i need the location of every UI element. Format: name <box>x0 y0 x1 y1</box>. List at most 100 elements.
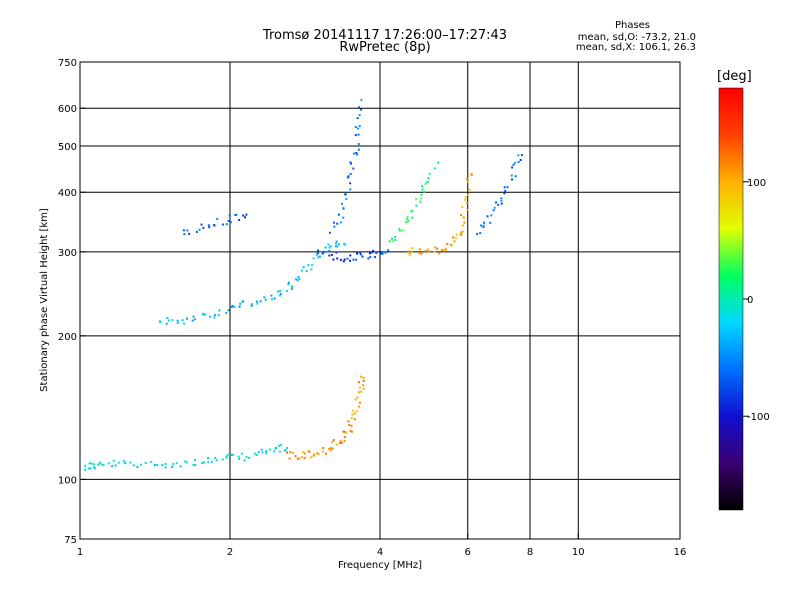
data-point <box>207 224 210 227</box>
data-point <box>264 298 267 301</box>
data-point <box>274 447 277 450</box>
data-point <box>450 244 453 247</box>
data-point <box>98 461 101 464</box>
data-point <box>265 452 268 455</box>
data-point <box>207 456 210 459</box>
data-point <box>467 194 470 197</box>
data-point <box>349 182 352 185</box>
data-point <box>460 213 463 216</box>
data-point <box>270 294 273 297</box>
data-point <box>352 152 355 155</box>
data-point <box>308 450 311 453</box>
data-point <box>328 246 331 249</box>
data-point <box>176 319 179 322</box>
data-point <box>342 260 345 263</box>
data-point <box>164 463 167 466</box>
data-point <box>510 174 513 177</box>
data-point <box>317 452 320 455</box>
data-point <box>208 226 211 229</box>
data-point <box>423 190 426 193</box>
data-point <box>342 216 345 219</box>
data-point <box>467 180 470 183</box>
data-point <box>265 450 268 453</box>
data-point <box>253 452 256 455</box>
data-point <box>183 233 186 236</box>
data-point <box>313 453 316 456</box>
data-point <box>248 456 251 459</box>
data-point <box>237 455 240 458</box>
data-point <box>460 233 463 236</box>
data-point <box>202 226 205 229</box>
data-point <box>181 319 184 322</box>
data-point <box>358 386 361 389</box>
data-point <box>92 466 95 469</box>
data-point <box>317 256 320 259</box>
data-point <box>84 464 87 467</box>
data-point <box>273 450 276 453</box>
data-point <box>503 186 506 189</box>
data-point <box>336 222 339 225</box>
data-point <box>340 202 343 205</box>
data-point <box>424 250 427 253</box>
data-point <box>278 294 281 297</box>
data-point <box>89 467 92 470</box>
data-point <box>257 451 260 454</box>
data-point <box>218 309 221 312</box>
data-point <box>371 251 374 254</box>
data-point <box>318 255 321 258</box>
data-point <box>480 224 483 227</box>
data-point <box>243 216 246 219</box>
data-point <box>225 223 228 226</box>
data-point <box>438 252 441 255</box>
data-point <box>345 197 348 200</box>
data-point <box>283 449 286 452</box>
data-point <box>357 127 360 130</box>
data-point <box>298 278 301 281</box>
data-point <box>357 133 360 136</box>
data-point <box>239 302 242 305</box>
data-point <box>334 242 337 245</box>
data-point <box>411 247 414 250</box>
y-tick-label: 750 <box>58 58 77 69</box>
data-point <box>114 464 117 467</box>
data-point <box>337 213 340 216</box>
data-point <box>368 252 371 255</box>
data-point <box>519 159 522 162</box>
data-point <box>441 249 444 252</box>
data-point <box>517 160 520 163</box>
data-point <box>511 166 514 169</box>
data-point <box>330 441 333 444</box>
data-point <box>408 254 411 257</box>
data-point <box>345 431 348 434</box>
data-point <box>235 213 238 216</box>
data-point <box>410 250 413 253</box>
data-point <box>230 453 233 456</box>
phases-stats-x-values: 106.1, 26.3 <box>638 42 696 53</box>
data-point <box>227 309 230 312</box>
data-point <box>228 214 231 217</box>
data-point <box>208 315 211 318</box>
data-point <box>437 161 440 164</box>
data-point <box>332 221 335 224</box>
grid-lines <box>80 62 680 539</box>
data-point <box>442 249 445 252</box>
data-point <box>186 229 189 232</box>
data-point <box>183 322 186 325</box>
data-point <box>351 413 354 416</box>
data-point <box>92 463 95 466</box>
data-point <box>303 456 306 459</box>
data-point <box>461 230 464 233</box>
data-point <box>88 462 91 465</box>
data-point <box>449 243 452 246</box>
data-point <box>87 467 90 470</box>
data-point <box>356 117 359 120</box>
data-point <box>310 268 313 271</box>
data-point <box>504 189 507 192</box>
data-point <box>342 430 345 433</box>
data-point <box>470 174 473 177</box>
data-point <box>286 451 289 454</box>
data-point <box>210 460 213 463</box>
data-point <box>332 258 335 261</box>
phases-stats-x: mean, sd,X: 106.1, 26.3 <box>560 42 696 53</box>
data-point <box>367 257 370 260</box>
